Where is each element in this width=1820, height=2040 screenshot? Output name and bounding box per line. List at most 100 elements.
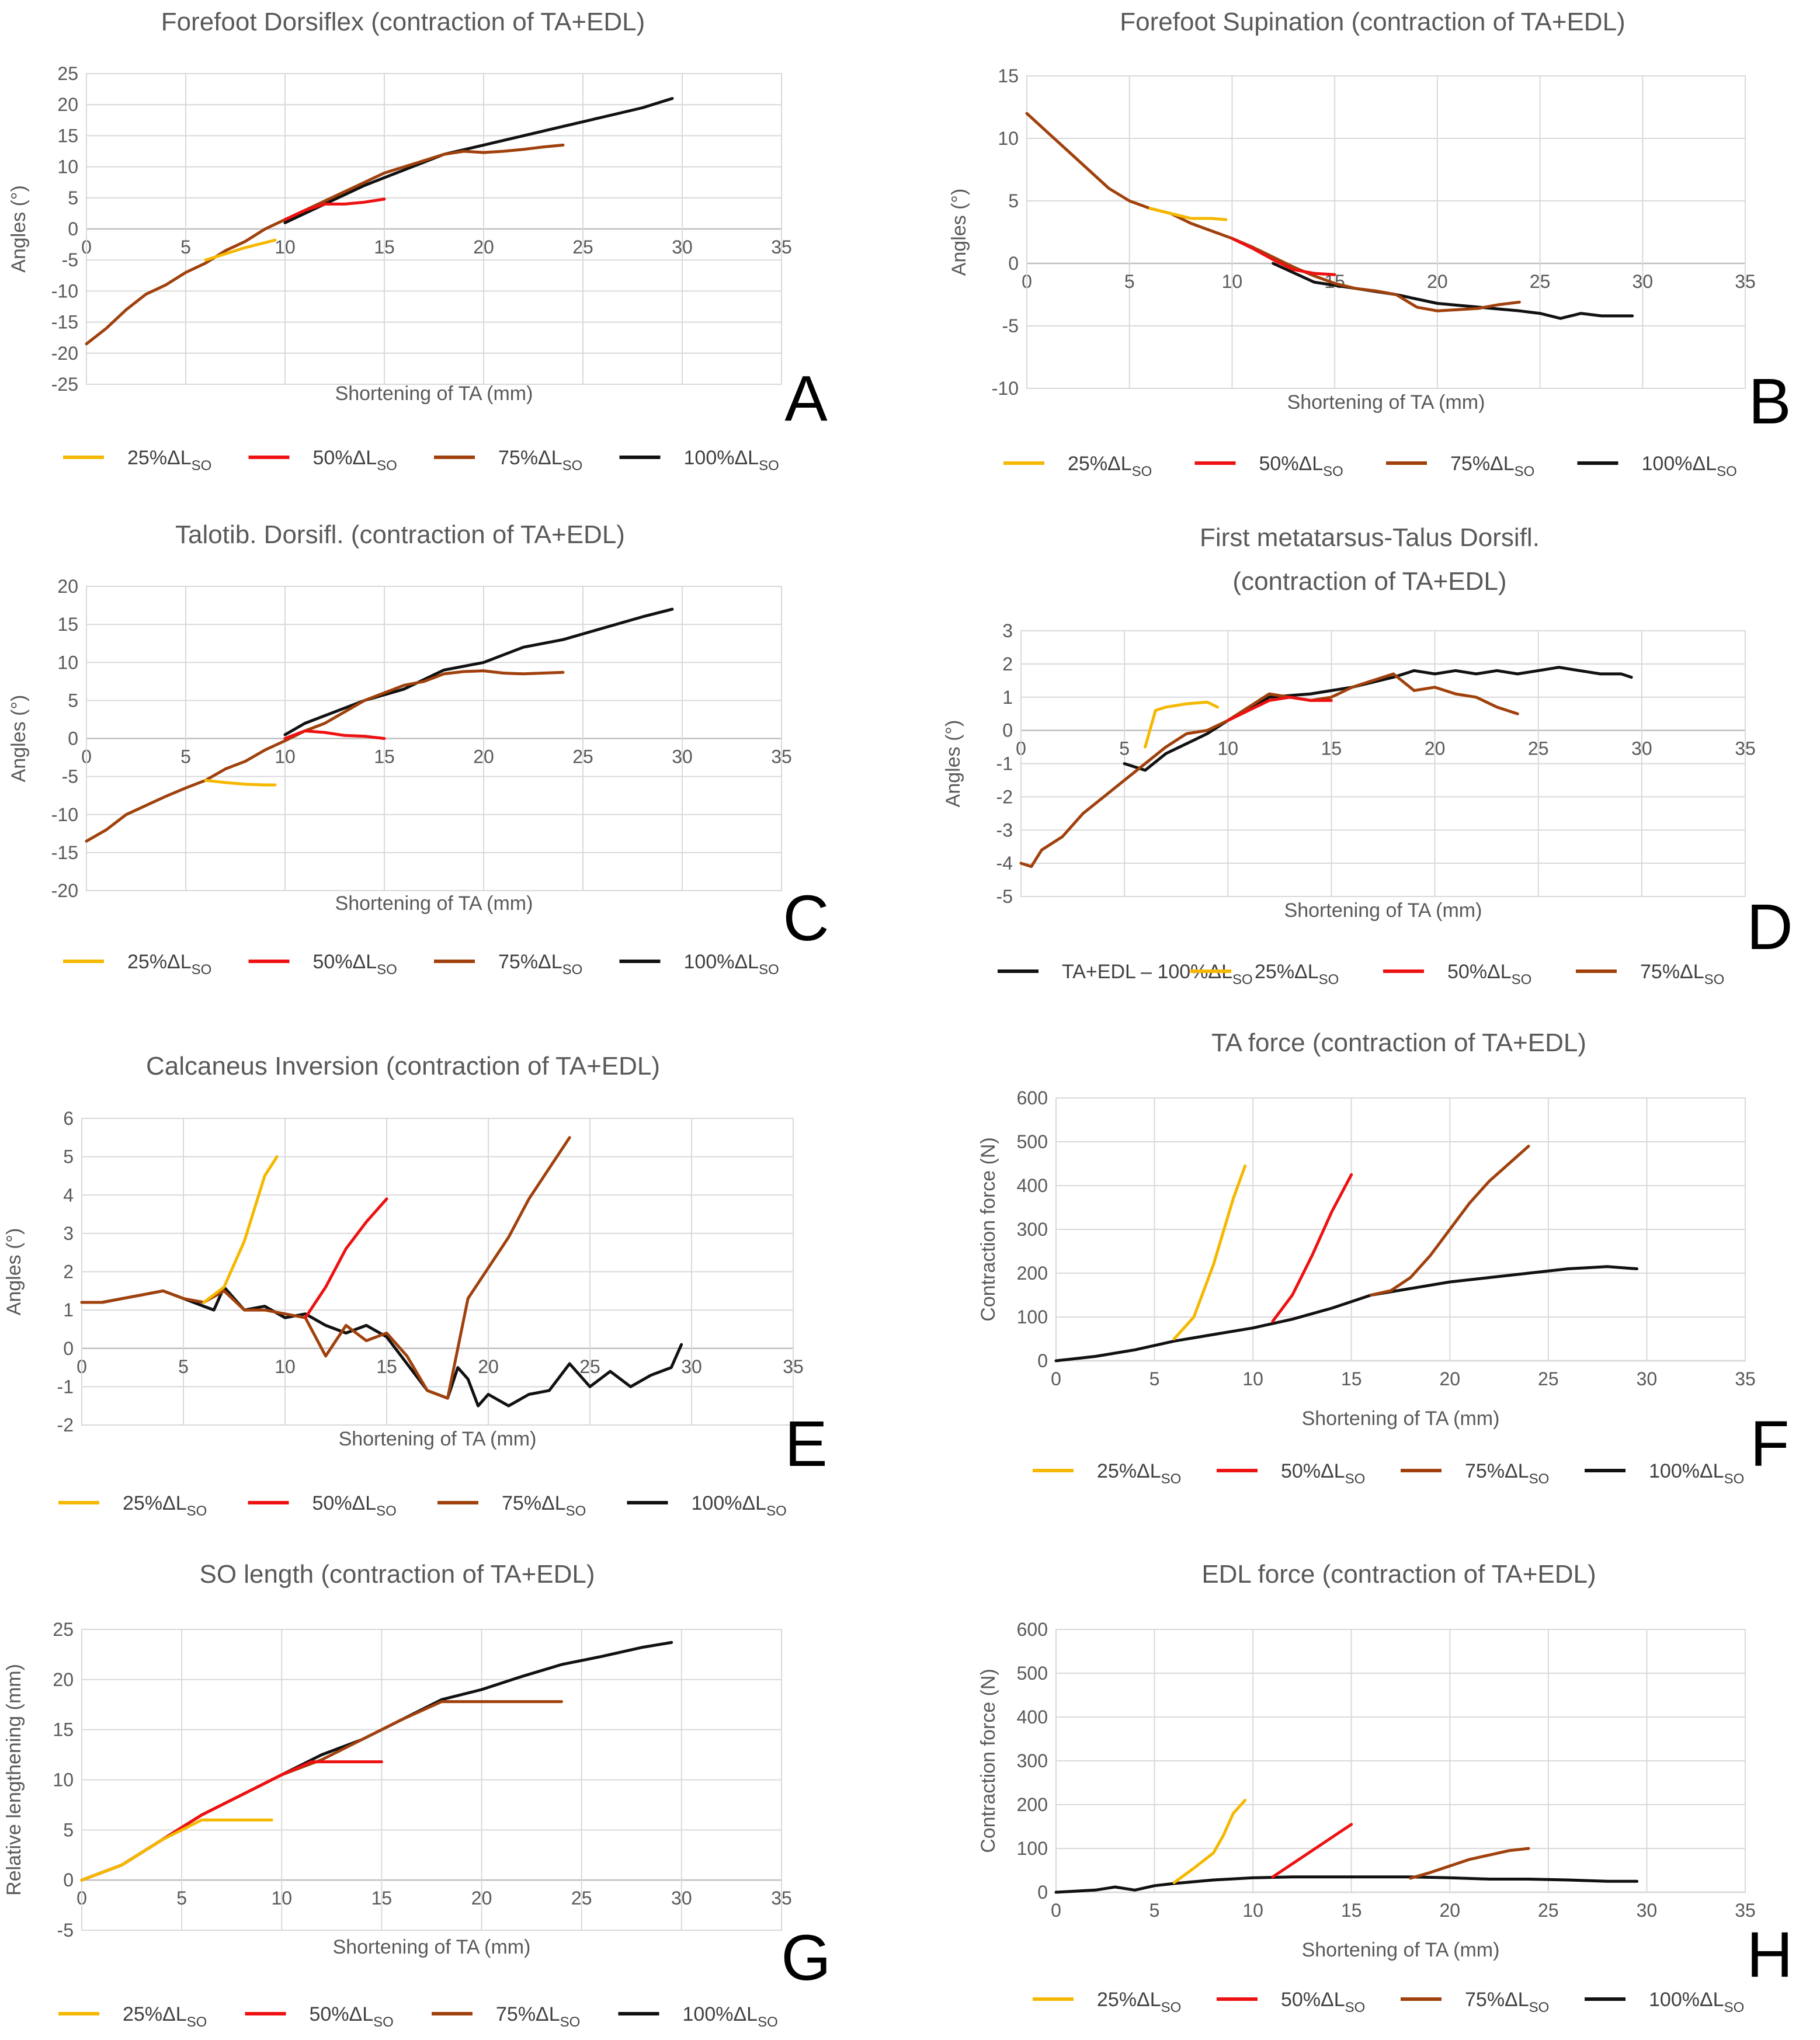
chart-title: Forefoot Supination (contraction of TA+E… [1120, 8, 1625, 36]
legend-item-75-lso: 75%ΔLSO [1576, 961, 1724, 988]
y-tick-label: 600 [1017, 1087, 1048, 1108]
series-line-25-pct [204, 238, 277, 262]
x-tick-label: 10 [1242, 1900, 1263, 1921]
y-tick-label: 15 [57, 125, 78, 146]
legend-label: 50%ΔLSO [1281, 1989, 1365, 2015]
legend-item-50-lso: 50%ΔLSO [248, 951, 397, 978]
x-tick-label: 15 [1341, 1368, 1362, 1389]
y-tick-label: -5 [1002, 315, 1019, 336]
y-tick-label: 3 [63, 1223, 74, 1244]
series-line-25-pct [202, 1155, 279, 1304]
y-tick-label: 200 [1017, 1794, 1048, 1815]
series-line-50-pct [283, 729, 386, 740]
legend-item-50-lso: 50%ΔLSO [1217, 1460, 1365, 1487]
legend-label: 100%ΔLSO [1649, 1460, 1744, 1487]
legend-item-25-lso: 25%ΔLSO [63, 447, 211, 474]
y-tick-label: 4 [63, 1184, 74, 1205]
legend-item-50-lso: 50%ΔLSO [1194, 453, 1343, 479]
x-tick-label: 20 [1439, 1368, 1460, 1389]
series-line-100-pct [1054, 1875, 1639, 1894]
x-tick-label: 25 [1538, 1368, 1559, 1389]
legend-label: 100%ΔLSO [684, 447, 779, 474]
x-tick-label: 30 [681, 1356, 702, 1377]
legend-label: 25%ΔLSO [1068, 453, 1152, 479]
legend-label: 50%ΔLSO [1447, 961, 1531, 988]
y-tick-label: 100 [1017, 1306, 1048, 1327]
legend-item-25-lso: 25%ΔLSO [1003, 453, 1152, 479]
chart-title: TA force (contraction of TA+EDL) [1211, 1028, 1586, 1057]
chart-panel-g: SO length (contraction of TA+EDL) -5 0 5 10 1… [3, 1560, 831, 2030]
legend-label: 100%ΔLSO [683, 2003, 778, 2030]
legend-item-100-lso: 100%ΔLSO [1585, 1460, 1744, 1487]
y-tick-label: -5 [57, 1920, 74, 1941]
x-tick-label: 15 [374, 237, 395, 258]
legend-item-25-lso: 25%ΔLSO [63, 951, 211, 978]
y-tick-label: 25 [53, 1619, 74, 1640]
series-line-100-pct [1054, 1265, 1639, 1363]
series-line-50-pct [283, 197, 386, 221]
legend-item-50-lso: 50%ΔLSO [248, 1492, 397, 1519]
legend-label: 100%ΔLSO [692, 1492, 787, 1519]
y-tick-label: -15 [51, 312, 78, 333]
legend-label: 75%ΔLSO [498, 447, 582, 474]
y-axis-label: Relative lengthening (mm) [3, 1664, 25, 1896]
panel-letter: G [781, 1922, 831, 1994]
series-line-100-pct [283, 97, 674, 224]
series-line-75-pct [1019, 672, 1519, 868]
x-axis-label: Shortening of TA (mm) [333, 1936, 531, 1958]
plot-area [86, 73, 782, 385]
legend-label: 50%ΔLSO [310, 2003, 394, 2030]
x-axis-label: Shortening of TA (mm) [339, 1428, 537, 1450]
y-tick-label: 0 [63, 1338, 74, 1359]
series-line-75-pct [1025, 112, 1521, 312]
legend-item-50-lso: 50%ΔLSO [245, 2003, 394, 2030]
y-tick-label: 400 [1017, 1707, 1048, 1728]
series-line-50-pct [1226, 696, 1333, 722]
x-tick-label: 30 [1637, 1368, 1658, 1389]
y-tick-label: 0 [68, 218, 78, 239]
legend-label: 25%ΔLSO [127, 447, 211, 474]
y-axis-label: Angles (°) [948, 189, 970, 276]
x-tick-label: 5 [178, 1356, 189, 1377]
x-tick-label: 15 [376, 1356, 397, 1377]
x-tick-label: 20 [471, 1888, 492, 1909]
x-tick-label: 25 [1528, 738, 1549, 759]
y-tick-label: 15 [57, 614, 78, 635]
series-line-100-pct [1123, 666, 1633, 772]
chart-title: Calcaneus Inversion (contraction of TA+E… [146, 1052, 660, 1080]
y-tick-label: 400 [1017, 1175, 1048, 1196]
y-axis-label: Contraction force (N) [977, 1669, 999, 1853]
y-tick-label: 10 [53, 1770, 74, 1791]
legend-item-25-lso: 25%ΔLSO [1190, 961, 1339, 988]
plot-area [1055, 1629, 1746, 1893]
legend-label: 75%ΔLSO [1465, 1989, 1549, 2015]
panel-letter: B [1748, 366, 1791, 437]
x-tick-label: 10 [1242, 1368, 1263, 1389]
x-tick-label: 25 [572, 746, 593, 767]
y-tick-label: 5 [1008, 190, 1019, 211]
y-tick-label: -2 [996, 786, 1013, 807]
panel-letter: E [784, 1408, 827, 1480]
x-axis-label: Shortening of TA (mm) [335, 383, 533, 405]
legend-item-25-lso: 25%ΔLSO [1033, 1460, 1181, 1487]
x-tick-label: 15 [1321, 738, 1342, 759]
series-line-25-pct [1148, 207, 1228, 221]
legend-item-50-lso: 50%ΔLSO [1383, 961, 1531, 988]
legend-label: 25%ΔLSO [123, 1492, 207, 1519]
x-tick-label: 0 [1051, 1368, 1061, 1389]
series-line-25-pct [204, 779, 277, 787]
series-line-25-pct [1144, 700, 1220, 749]
y-tick-label: 5 [63, 1146, 74, 1167]
legend-item-75-lso: 75%ΔLSO [1401, 1989, 1549, 2015]
x-tick-label: 20 [473, 746, 494, 767]
y-tick-label: 25 [57, 63, 78, 84]
y-tick-label: -25 [51, 374, 78, 395]
x-tick-label: 30 [671, 1888, 692, 1909]
x-tick-label: 15 [371, 1888, 393, 1909]
chart-panel-h: EDL force (contraction of TA+EDL)0100200… [977, 1560, 1793, 2015]
x-tick-label: 10 [1217, 738, 1238, 759]
x-tick-label: 30 [1631, 738, 1652, 759]
x-axis-label: Shortening of TA (mm) [1302, 1939, 1500, 1961]
legend-item-75-lso: 75%ΔLSO [437, 1492, 586, 1519]
y-tick-label: 600 [1017, 1619, 1048, 1640]
